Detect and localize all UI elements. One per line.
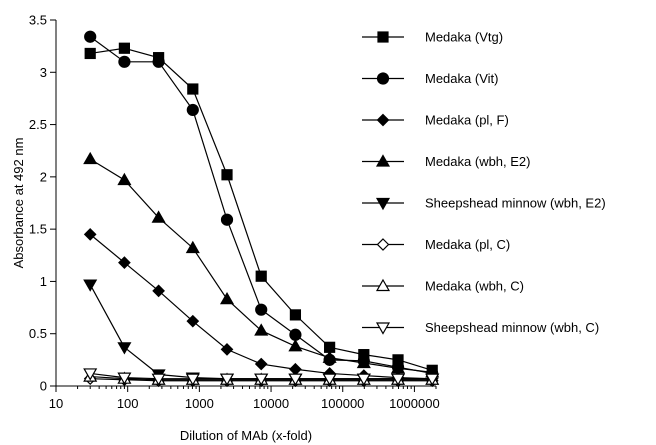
legend-label: Medaka (pl, F)	[425, 113, 509, 128]
data-point	[84, 30, 97, 43]
legend-marker	[377, 31, 389, 43]
data-point	[118, 256, 131, 269]
legend-label: Medaka (Vtg)	[425, 30, 503, 45]
data-point	[152, 284, 165, 298]
x-tick-label: 100000	[321, 396, 364, 411]
data-point	[117, 172, 132, 186]
y-tick-label: 3.5	[29, 13, 47, 28]
legend-label: Sheepshead minnow (wbh, E2)	[425, 196, 606, 211]
data-point	[289, 309, 302, 321]
legend-marker	[375, 322, 391, 335]
data-point	[322, 373, 337, 386]
x-tick-label: 1000000	[389, 396, 440, 411]
y-tick-label: 3	[40, 65, 47, 80]
legend-marker	[375, 278, 391, 292]
x-tick-label: 100	[117, 396, 139, 411]
data-point	[356, 373, 371, 386]
data-point	[255, 270, 267, 282]
data-point	[356, 355, 371, 369]
y-tick-label: 1.5	[29, 222, 47, 237]
data-point	[221, 169, 233, 181]
y-tick-label: 2	[40, 169, 47, 184]
legend-item: Medaka (wbh, C)	[362, 279, 524, 294]
legend-marker	[375, 197, 391, 211]
data-point	[151, 210, 166, 223]
x-tick-label: 10	[49, 396, 63, 411]
data-point	[117, 342, 132, 355]
data-point	[83, 368, 98, 381]
data-point	[83, 228, 97, 241]
series-layer	[83, 30, 440, 388]
data-point	[255, 303, 268, 316]
data-point	[425, 373, 440, 386]
y-tick-label: 0	[40, 379, 47, 394]
legend-item: Medaka (Vit)	[362, 71, 498, 86]
y-tick-label: 2.5	[29, 117, 47, 132]
data-point	[288, 339, 303, 352]
data-point	[118, 55, 131, 68]
data-point	[152, 55, 165, 68]
legend-marker	[375, 154, 391, 167]
y-tick-label: 1	[40, 274, 47, 289]
legend-label: Medaka (pl, C)	[425, 237, 510, 252]
data-point	[83, 151, 98, 165]
data-point	[117, 372, 132, 385]
data-point	[220, 343, 234, 356]
x-axis-ticks: 10 100 1000 10000 100000 1000000	[49, 386, 440, 411]
data-point	[185, 373, 200, 386]
data-point	[186, 103, 199, 117]
legend-label: Sheepshead minnow (wbh, C)	[425, 320, 599, 335]
x-tick-label: 10000	[253, 396, 289, 411]
data-point	[219, 373, 235, 386]
series-4	[83, 151, 440, 378]
x-axis-title: Dilution of MAb (x-fold)	[180, 428, 312, 443]
y-axis-title: Absorbance at 492 nm	[11, 138, 26, 269]
data-point	[254, 323, 269, 336]
x-tick-label: 1000	[185, 396, 214, 411]
data-point	[118, 42, 131, 54]
data-point	[289, 328, 302, 341]
data-point	[322, 350, 337, 363]
data-point	[220, 213, 234, 226]
data-point	[254, 373, 269, 386]
legend-item: Medaka (pl, F)	[362, 113, 509, 128]
data-point	[187, 83, 199, 95]
legend-label: Medaka (wbh, E2)	[425, 154, 531, 169]
legend-item: Medaka (pl, C)	[362, 237, 510, 252]
legend: Medaka (Vtg) Medaka (Vit) Medaka (pl, F) Me…	[362, 30, 606, 335]
legend-item: Sheepshead minnow (wbh, E2)	[362, 196, 606, 211]
data-point	[83, 279, 98, 292]
data-point	[390, 373, 406, 386]
series-8	[83, 368, 440, 386]
y-tick-label: 0.5	[29, 326, 47, 341]
legend-marker	[376, 72, 390, 85]
data-point	[151, 373, 166, 386]
data-point	[254, 357, 268, 371]
series-line	[89, 158, 433, 374]
legend-label: Medaka (wbh, C)	[425, 279, 524, 294]
y-axis-ticks: 0 0.5 1 1.5 2 2.5 3 3.5	[29, 13, 56, 394]
legend-item: Medaka (wbh, E2)	[362, 154, 531, 169]
legend-label: Medaka (Vit)	[425, 71, 498, 86]
legend-item: Medaka (Vtg)	[362, 30, 503, 45]
data-point	[288, 373, 303, 386]
plot-axes	[55, 20, 436, 387]
legend-item: Sheepshead minnow (wbh, C)	[362, 320, 599, 335]
data-point	[186, 314, 200, 328]
data-point	[219, 291, 235, 305]
legend-marker	[376, 238, 390, 251]
series-line	[90, 47, 433, 371]
data-point	[84, 47, 96, 60]
data-point	[185, 240, 200, 254]
legend-marker	[376, 113, 390, 127]
